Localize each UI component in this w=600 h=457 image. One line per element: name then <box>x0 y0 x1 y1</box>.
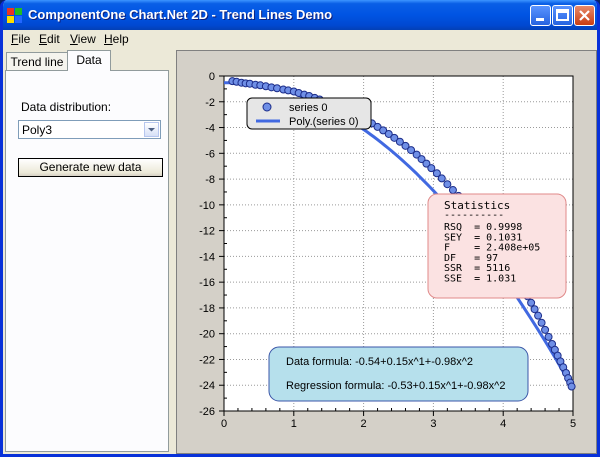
minimize-icon <box>536 18 544 21</box>
maximize-button[interactable] <box>552 5 573 26</box>
y-tick-label: -26 <box>199 406 215 418</box>
data-point <box>379 126 388 135</box>
data-point <box>448 186 457 195</box>
distribution-value: Poly3 <box>22 123 53 137</box>
statistics-line: SEY = 0.1031 <box>444 232 522 243</box>
y-tick-label: -12 <box>199 226 215 238</box>
window-title: ComponentOne Chart.Net 2D - Trend Lines … <box>28 7 333 22</box>
legend-marker <box>262 102 272 112</box>
statistics-title: Statistics <box>444 199 510 212</box>
title-bar[interactable]: ComponentOne Chart.Net 2D - Trend Lines … <box>3 0 597 30</box>
data-point <box>432 169 441 178</box>
statistics-box <box>427 193 567 299</box>
y-tick-label: -2 <box>205 97 215 109</box>
y-tick-label: -8 <box>205 174 215 186</box>
data-point <box>537 318 546 327</box>
legend-label-trend: Poly.(series 0) <box>289 116 358 128</box>
x-tick-label: 2 <box>361 418 367 430</box>
y-tick-label: -18 <box>199 303 215 315</box>
data-point <box>373 122 382 131</box>
y-tick-label: -22 <box>199 354 215 366</box>
data-point <box>390 133 399 142</box>
menu-bar: File Edit View Help <box>3 30 597 48</box>
data-point <box>412 150 421 159</box>
x-tick-label: 5 <box>570 418 576 430</box>
y-tick-label: -20 <box>199 329 215 341</box>
distribution-label: Data distribution: <box>21 100 112 114</box>
data-point <box>384 129 393 138</box>
close-icon <box>579 10 590 21</box>
data-point <box>422 159 431 168</box>
statistics-line: SSR = 5116 <box>444 263 510 274</box>
statistics-line: RSQ = 0.9998 <box>444 222 522 233</box>
legend-label-series: series 0 <box>289 102 328 114</box>
y-tick-label: -10 <box>199 200 215 212</box>
chart-panel: 0 1 2 3 4 5 0 -2 -4 -6 -8 -10 -12 -14 -16 -18 -20 -22 -24 -… <box>176 50 597 454</box>
y-tick-label: -4 <box>205 123 215 135</box>
distribution-select[interactable]: Poly3 <box>18 120 161 139</box>
statistics-line: SSE = 1.031 <box>444 274 516 285</box>
x-tick-label: 4 <box>500 418 506 430</box>
data-point <box>527 298 536 307</box>
formula-box <box>268 346 529 402</box>
statistics-line: DF = 97 <box>444 253 498 264</box>
data-point <box>395 137 404 146</box>
x-tick-label: 0 <box>221 418 227 430</box>
data-point <box>567 382 576 391</box>
statistics-separator: ---------- <box>444 210 504 221</box>
maximize-icon <box>556 9 569 21</box>
data-point <box>401 141 410 150</box>
y-tick-label: 0 <box>209 71 215 83</box>
y-tick-label: -6 <box>205 148 215 160</box>
data-point <box>417 155 426 164</box>
generate-data-button[interactable]: Generate new data <box>18 158 163 177</box>
menu-view[interactable]: View <box>70 32 96 46</box>
data-formula: Data formula: -0.54+0.15x^1+-0.98x^2 <box>286 356 473 368</box>
menu-file[interactable]: File <box>11 32 31 46</box>
y-tick-label: -14 <box>199 251 215 263</box>
y-tick-label: -24 <box>199 380 215 392</box>
app-icon <box>7 8 22 23</box>
data-point <box>544 332 553 341</box>
trend-chart: 0 1 2 3 4 5 0 -2 -4 -6 -8 -10 -12 -14 -16 -18 -20 -22 -24 -… <box>199 71 576 430</box>
tab-data[interactable]: Data <box>67 50 111 71</box>
data-point <box>437 174 446 183</box>
minimize-button[interactable] <box>530 5 551 26</box>
data-point <box>541 325 550 334</box>
splitter[interactable] <box>171 48 176 454</box>
data-point <box>273 84 282 93</box>
x-tick-label: 1 <box>291 418 297 430</box>
data-point <box>407 146 416 155</box>
data-point <box>534 311 543 320</box>
dropdown-button[interactable] <box>144 122 159 137</box>
y-tick-label: -16 <box>199 277 215 289</box>
data-point <box>443 180 452 189</box>
data-point <box>427 164 436 173</box>
options-panel: Trend line Data Data distribution: Poly3… <box>3 48 171 454</box>
x-tick-label: 3 <box>430 418 436 430</box>
plot-frame <box>223 75 574 412</box>
menu-help[interactable]: Help <box>104 32 129 46</box>
chevron-down-icon <box>148 128 155 132</box>
regression-formula: Regression formula: -0.53+0.15x^1+-0.98x… <box>286 380 505 392</box>
menu-edit[interactable]: Edit <box>39 32 60 46</box>
data-point <box>530 305 539 314</box>
statistics-line: F = 2.408e+05 <box>444 243 540 254</box>
close-button[interactable] <box>574 5 595 26</box>
tab-trend-line[interactable]: Trend line <box>6 52 68 71</box>
